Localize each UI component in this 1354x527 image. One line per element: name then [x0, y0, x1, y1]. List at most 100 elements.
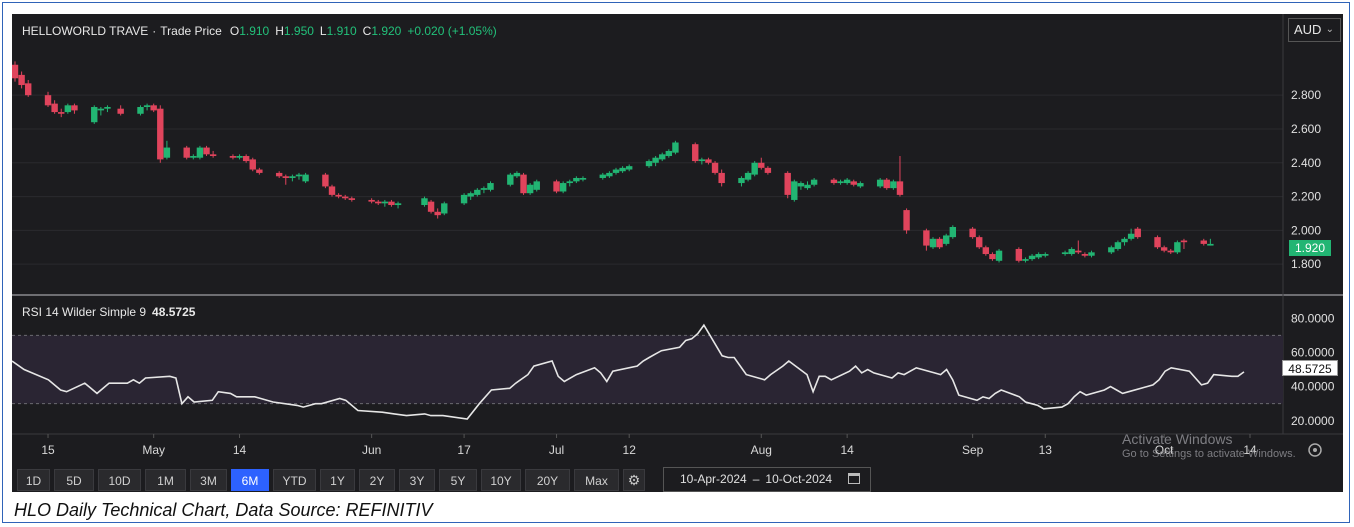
candle-up: [559, 183, 567, 192]
candle-up: [943, 235, 950, 244]
price-y-axis: 1.800 2.000 2.200 2.400 2.600 2.800: [1291, 88, 1321, 271]
timeframe-3y-button[interactable]: 3Y: [399, 469, 435, 491]
candle-down: [883, 179, 890, 189]
candle-up: [143, 105, 151, 108]
candle-up: [672, 142, 679, 153]
timeframe-10d-button[interactable]: 10D: [98, 469, 141, 491]
price-tick-label: 1.800: [1291, 257, 1321, 271]
candle-up: [441, 203, 448, 214]
candle-down: [705, 159, 712, 163]
timeframe-6m-button[interactable]: 6M: [231, 469, 269, 491]
candle-up: [190, 156, 197, 158]
candle-up: [1207, 243, 1214, 246]
candle-up: [295, 174, 303, 177]
timeframe-10y-button[interactable]: 10Y: [481, 469, 521, 491]
candle-down: [1015, 248, 1023, 261]
candle-up: [526, 184, 534, 194]
candle-down: [282, 176, 289, 178]
candle-up: [744, 172, 752, 180]
candle-down: [553, 181, 560, 192]
timeframe-1d-button[interactable]: 1D: [17, 469, 50, 491]
candle-down: [183, 147, 190, 158]
header-separator: ·: [152, 24, 156, 38]
x-tick-label: Sep: [962, 443, 984, 457]
low-value: 1.910: [327, 24, 357, 38]
candle-down: [784, 172, 791, 195]
candle-down: [150, 105, 157, 111]
candle-down: [157, 108, 164, 160]
rsi-tick-label: 20.0000: [1291, 414, 1335, 428]
candle-up: [302, 174, 309, 182]
instrument-name: HELLOWORLD TRAVE: [22, 24, 148, 38]
timeframe-2y-button[interactable]: 2Y: [359, 469, 395, 491]
candle-down: [275, 172, 283, 177]
candle-up: [91, 107, 98, 123]
candle-down: [1200, 240, 1207, 244]
candle-up: [1108, 247, 1115, 253]
candle-down: [982, 247, 990, 255]
timeframe-3m-button[interactable]: 3M: [190, 469, 227, 491]
x-tick-label: 14: [840, 443, 854, 457]
candle-down: [1154, 237, 1161, 248]
gear-icon[interactable]: ⚙: [623, 469, 645, 491]
x-tick-label: 14: [233, 443, 247, 457]
candle-down: [936, 238, 943, 248]
date-range-picker[interactable]: 10-Apr-2024–10-Oct-2024: [663, 467, 871, 492]
timeframe-20y-button[interactable]: 20Y: [525, 469, 570, 491]
candle-up: [645, 161, 653, 167]
candle-up: [1127, 233, 1135, 239]
candle-up: [1068, 248, 1075, 255]
watermark-line2: Go to Settings to activate Windows.: [1122, 448, 1296, 460]
rsi-value-label: 48.5725: [1282, 360, 1338, 376]
candle-up: [698, 159, 706, 162]
price-tick-label: 2.400: [1291, 156, 1321, 170]
rsi-tick-label: 80.0000: [1291, 311, 1335, 325]
x-tick-label: Jun: [362, 443, 381, 457]
watermark-line1: Activate Windows: [1122, 431, 1233, 447]
price-header: HELLOWORLD TRAVE · Trade Price O1.910 H1.950…: [22, 24, 497, 38]
open-label: O: [230, 24, 239, 38]
currency-value: AUD: [1294, 22, 1322, 37]
currency-select[interactable]: AUD ⌄: [1288, 18, 1341, 42]
candle-down: [209, 154, 217, 157]
rsi-header-value: 48.5725: [152, 305, 196, 319]
x-tick-label: 13: [1039, 443, 1053, 457]
chart-canvas[interactable]: HELLOWORLD TRAVE · Trade Price O1.910 H1.950…: [12, 14, 1343, 492]
close-value: 1.920: [371, 24, 401, 38]
candle-down: [203, 147, 210, 155]
low-label: L: [320, 24, 327, 38]
candle-down: [328, 186, 336, 195]
candle-down: [1081, 254, 1089, 256]
x-tick-label: 15: [41, 443, 55, 457]
candle-down: [989, 254, 996, 260]
x-tick-label: Jul: [549, 443, 564, 457]
timeframe-1y-button[interactable]: 1Y: [320, 469, 355, 491]
chart-app: HELLOWORLD TRAVE · Trade Price O1.910 H1.950…: [12, 14, 1343, 492]
price-tick-label: 2.800: [1291, 88, 1321, 102]
candle-down: [229, 156, 237, 158]
last-price-label: 1.920: [1289, 240, 1331, 256]
candle-up: [665, 150, 673, 157]
candle-up: [791, 181, 798, 200]
candle-up: [196, 147, 204, 158]
candle-up: [738, 177, 745, 184]
candle-down: [711, 162, 719, 173]
candle-up: [1028, 255, 1036, 260]
candle-up: [381, 201, 389, 204]
candle-up: [460, 194, 468, 204]
calendar-icon[interactable]: [848, 473, 860, 484]
candle-up: [1121, 238, 1128, 243]
x-tick-label: 14: [1243, 443, 1257, 457]
timeframe-max-button[interactable]: Max: [574, 469, 619, 491]
timeframe-1m-button[interactable]: 1M: [145, 469, 186, 491]
candle-down: [249, 159, 256, 170]
timeframe-5d-button[interactable]: 5D: [54, 469, 94, 491]
candle-down: [117, 108, 124, 114]
timeframe-5y-button[interactable]: 5Y: [439, 469, 477, 491]
x-tick-label: Oct: [1155, 443, 1174, 457]
timeframe-ytd-button[interactable]: YTD: [273, 469, 316, 491]
chart-settings-icon[interactable]: [1308, 443, 1322, 457]
price-tick-label: 2.600: [1291, 122, 1321, 136]
candle-down: [335, 194, 342, 197]
